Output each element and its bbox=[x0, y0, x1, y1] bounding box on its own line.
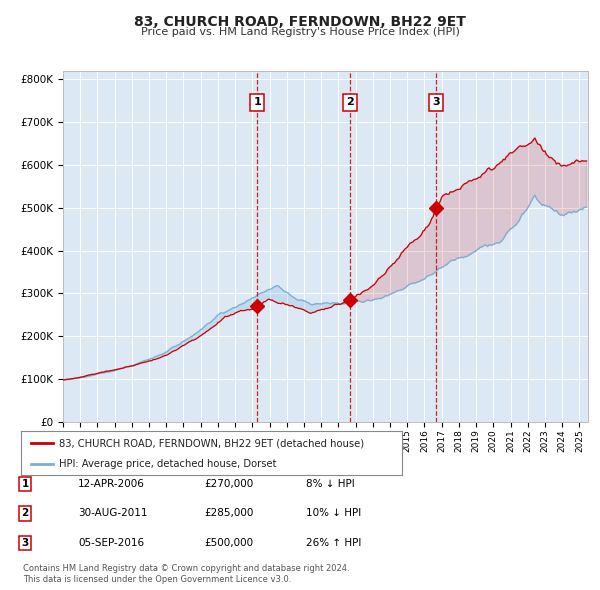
Text: 1: 1 bbox=[253, 97, 261, 107]
Text: 10% ↓ HPI: 10% ↓ HPI bbox=[306, 509, 361, 518]
Text: 3: 3 bbox=[22, 538, 29, 548]
Text: 83, CHURCH ROAD, FERNDOWN, BH22 9ET: 83, CHURCH ROAD, FERNDOWN, BH22 9ET bbox=[134, 15, 466, 29]
Text: 3: 3 bbox=[433, 97, 440, 107]
Text: 26% ↑ HPI: 26% ↑ HPI bbox=[306, 538, 361, 548]
Text: £500,000: £500,000 bbox=[204, 538, 253, 548]
Text: £270,000: £270,000 bbox=[204, 479, 253, 489]
Text: This data is licensed under the Open Government Licence v3.0.: This data is licensed under the Open Gov… bbox=[23, 575, 291, 584]
Text: 05-SEP-2016: 05-SEP-2016 bbox=[78, 538, 144, 548]
Text: HPI: Average price, detached house, Dorset: HPI: Average price, detached house, Dors… bbox=[59, 459, 277, 469]
Text: 2: 2 bbox=[346, 97, 353, 107]
Text: 83, CHURCH ROAD, FERNDOWN, BH22 9ET (detached house): 83, CHURCH ROAD, FERNDOWN, BH22 9ET (det… bbox=[59, 438, 364, 448]
Text: 30-AUG-2011: 30-AUG-2011 bbox=[78, 509, 148, 518]
Text: 1: 1 bbox=[22, 479, 29, 489]
Text: 2: 2 bbox=[22, 509, 29, 518]
Text: 12-APR-2006: 12-APR-2006 bbox=[78, 479, 145, 489]
Text: Price paid vs. HM Land Registry's House Price Index (HPI): Price paid vs. HM Land Registry's House … bbox=[140, 27, 460, 37]
Text: £285,000: £285,000 bbox=[204, 509, 253, 518]
Text: Contains HM Land Registry data © Crown copyright and database right 2024.: Contains HM Land Registry data © Crown c… bbox=[23, 565, 349, 573]
Text: 8% ↓ HPI: 8% ↓ HPI bbox=[306, 479, 355, 489]
